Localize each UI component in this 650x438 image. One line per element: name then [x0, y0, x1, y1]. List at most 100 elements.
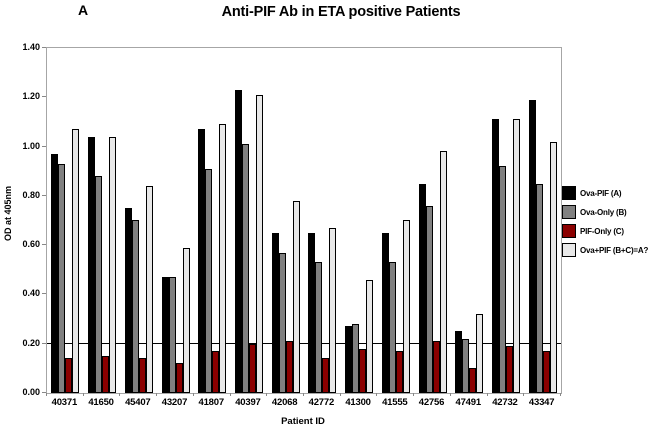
bar-ova-pif-b-c-a-43207 [182, 248, 190, 393]
bar-ova-only-b-41555 [388, 262, 396, 393]
x-tick-label-42068: 42068 [271, 397, 298, 408]
bar-ova-pif-a-45407 [124, 208, 132, 393]
x-axis-tick [83, 393, 84, 396]
bar-pif-only-c-40371 [65, 358, 73, 393]
legend-swatch-ova-pif-b-c-a [562, 243, 576, 257]
bar-ova-only-b-41650 [95, 176, 103, 393]
x-tick-label-47491: 47491 [455, 397, 482, 408]
bar-ova-pif-b-c-a-42772 [329, 228, 337, 393]
bar-pif-only-c-41650 [102, 356, 110, 393]
bar-ova-pif-b-c-a-41555 [402, 220, 410, 393]
y-axis-tick [42, 96, 46, 97]
bar-ova-pif-b-c-a-40397 [255, 95, 263, 393]
bar-ova-pif-a-43347 [528, 100, 536, 393]
bar-pif-only-c-43347 [542, 351, 550, 393]
bar-pif-only-c-41300 [359, 349, 367, 393]
bar-ova-only-b-41807 [205, 169, 213, 393]
bar-ova-pif-b-c-a-41807 [219, 124, 227, 393]
legend-label-ova-pif-a: Ova-PIF (A) [580, 188, 622, 198]
reference-line-0-20 [47, 343, 561, 344]
y-axis-tick [42, 392, 46, 393]
x-axis-tick [450, 393, 451, 396]
x-tick-label-40371: 40371 [51, 397, 78, 408]
x-tick-label-40397: 40397 [235, 397, 261, 408]
bar-ova-pif-a-41807 [198, 129, 206, 393]
bar-ova-pif-b-c-a-45407 [145, 186, 153, 393]
bar-ova-pif-b-c-a-41650 [109, 137, 117, 393]
x-axis-tick [156, 393, 157, 396]
bar-ova-pif-a-42732 [491, 119, 499, 393]
bar-ova-only-b-43207 [168, 277, 176, 393]
bar-pif-only-c-47491 [469, 368, 477, 393]
chart-title: Anti-PIF Ab in ETA positive Patients [221, 4, 461, 20]
bar-pif-only-c-45407 [138, 358, 146, 393]
bar-ova-pif-a-40397 [234, 90, 242, 393]
y-tick-label: 1.40 [22, 42, 40, 52]
bar-ova-only-b-40397 [241, 144, 249, 393]
x-axis-tick [560, 393, 561, 396]
bar-pif-only-c-41555 [395, 351, 403, 393]
bar-ova-only-b-47491 [462, 339, 470, 393]
x-axis-tick [303, 393, 304, 396]
y-tick-label: 0.60 [22, 239, 40, 249]
x-axis-tick [193, 393, 194, 396]
x-tick-label-41650: 41650 [88, 397, 114, 408]
bar-ova-pif-b-c-a-42068 [292, 201, 300, 393]
bar-pif-only-c-40397 [248, 344, 256, 393]
bar-ova-only-b-45407 [131, 220, 139, 393]
y-axis-tick [42, 343, 46, 344]
x-axis-tick [230, 393, 231, 396]
legend-item-ova-pif-b-c-a: Ova+PIF (B+C)=A? [562, 243, 648, 257]
bar-ova-pif-a-42068 [271, 233, 279, 393]
bar-ova-pif-a-42772 [308, 233, 316, 393]
y-tick-label: 0.00 [22, 387, 40, 397]
bar-ova-pif-a-41650 [88, 137, 96, 393]
bar-ova-pif-a-42756 [418, 184, 426, 393]
x-axis-tick [487, 393, 488, 396]
x-axis-tick [523, 393, 524, 396]
y-axis-tick [42, 195, 46, 196]
legend-swatch-ova-only-b [562, 205, 576, 219]
bar-pif-only-c-41807 [212, 351, 220, 393]
bar-ova-pif-a-41555 [381, 233, 389, 393]
legend-swatch-ova-pif-a [562, 186, 576, 200]
bar-ova-only-b-42068 [278, 253, 286, 393]
y-axis-tick [42, 244, 46, 245]
legend-label-pif-only-c: PIF-Only (C) [580, 226, 624, 236]
legend-label-ova-only-b: Ova-Only (B) [580, 207, 627, 217]
bar-ova-only-b-41300 [352, 324, 360, 393]
bar-ova-pif-b-c-a-42756 [439, 151, 447, 393]
bar-pif-only-c-42756 [432, 341, 440, 393]
y-axis-title: OD at 405nm [3, 185, 13, 241]
legend: Ova-PIF (A) Ova-Only (B) PIF-Only (C) Ova+P… [562, 186, 648, 262]
x-axis-tick [46, 393, 47, 396]
x-tick-label-41807: 41807 [198, 397, 225, 408]
bar-ova-pif-a-40371 [51, 154, 59, 393]
y-axis-tick [42, 146, 46, 147]
bar-ova-only-b-42756 [425, 206, 433, 393]
y-tick-label: 0.80 [22, 190, 40, 200]
legend-item-pif-only-c: PIF-Only (C) [562, 224, 648, 238]
x-axis-tick [119, 393, 120, 396]
plot-area [46, 47, 562, 394]
bar-ova-pif-b-c-a-41300 [366, 280, 374, 393]
x-axis-tick [340, 393, 341, 396]
bar-ova-pif-a-47491 [455, 331, 463, 393]
bar-pif-only-c-42068 [285, 341, 293, 393]
legend-item-ova-pif-a: Ova-PIF (A) [562, 186, 648, 200]
x-axis-tick [376, 393, 377, 396]
bar-ova-only-b-42732 [498, 166, 506, 393]
x-axis-title: Patient ID [281, 416, 325, 427]
x-tick-label-45407: 45407 [125, 397, 151, 408]
x-tick-label-42772: 42772 [308, 397, 335, 408]
bar-ova-only-b-42772 [315, 262, 323, 393]
bar-ova-pif-b-c-a-43347 [549, 142, 557, 393]
bar-pif-only-c-43207 [175, 363, 183, 393]
y-axis-tick [42, 293, 46, 294]
x-tick-label-43347: 43347 [528, 397, 555, 408]
legend-label-ova-pif-b-c-a: Ova+PIF (B+C)=A? [580, 245, 649, 255]
legend-swatch-pif-only-c [562, 224, 576, 238]
legend-item-ova-only-b: Ova-Only (B) [562, 205, 648, 219]
x-axis-tick [266, 393, 267, 396]
